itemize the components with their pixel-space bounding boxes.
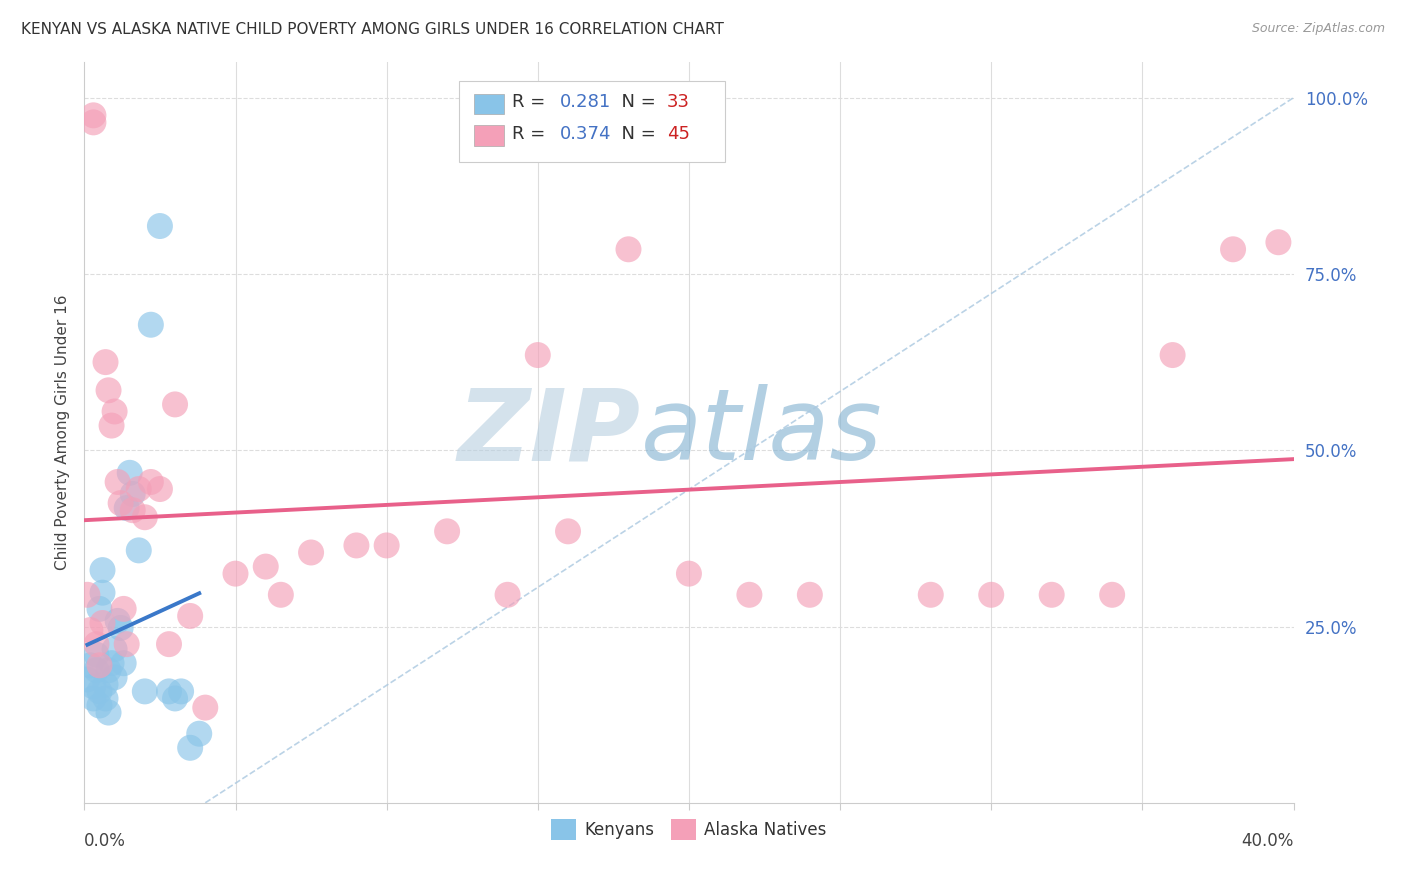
- Point: [557, 524, 579, 539]
- Point: [165, 691, 187, 706]
- FancyBboxPatch shape: [474, 94, 503, 114]
- Point: [738, 588, 761, 602]
- Point: [270, 588, 292, 602]
- Point: [112, 656, 135, 670]
- Point: [121, 503, 143, 517]
- Point: [617, 242, 640, 256]
- Point: [97, 384, 120, 398]
- Point: [104, 404, 127, 418]
- FancyBboxPatch shape: [474, 126, 503, 146]
- Point: [100, 656, 122, 670]
- Point: [134, 510, 156, 524]
- Point: [1161, 348, 1184, 362]
- Point: [188, 727, 211, 741]
- Text: N =: N =: [610, 93, 662, 111]
- Point: [91, 585, 114, 599]
- Point: [149, 219, 172, 233]
- Point: [170, 684, 193, 698]
- Point: [149, 482, 172, 496]
- Point: [194, 700, 217, 714]
- Text: R =: R =: [512, 125, 551, 144]
- Point: [94, 677, 117, 691]
- Point: [128, 482, 150, 496]
- Point: [79, 623, 101, 637]
- Point: [496, 588, 519, 602]
- Point: [980, 588, 1002, 602]
- Point: [128, 543, 150, 558]
- Point: [89, 602, 111, 616]
- Point: [179, 740, 201, 755]
- Point: [165, 397, 187, 411]
- Point: [346, 538, 368, 552]
- Point: [76, 588, 98, 602]
- Point: [89, 658, 111, 673]
- Point: [134, 684, 156, 698]
- Text: ZIP: ZIP: [457, 384, 641, 481]
- Point: [225, 566, 247, 581]
- FancyBboxPatch shape: [460, 81, 725, 162]
- Point: [157, 637, 180, 651]
- Point: [527, 348, 550, 362]
- Point: [82, 108, 104, 122]
- Point: [799, 588, 821, 602]
- Text: atlas: atlas: [641, 384, 882, 481]
- Point: [179, 609, 201, 624]
- Point: [678, 566, 700, 581]
- Point: [254, 559, 277, 574]
- Point: [89, 684, 111, 698]
- Point: [107, 475, 129, 489]
- Point: [112, 602, 135, 616]
- Point: [157, 684, 180, 698]
- Point: [110, 496, 132, 510]
- Point: [920, 588, 942, 602]
- Point: [94, 691, 117, 706]
- Point: [121, 487, 143, 501]
- Point: [107, 614, 129, 628]
- Point: [436, 524, 458, 539]
- Point: [79, 658, 101, 673]
- Text: 40.0%: 40.0%: [1241, 832, 1294, 850]
- Point: [139, 475, 162, 489]
- Point: [1222, 242, 1244, 256]
- Legend: Kenyans, Alaska Natives: Kenyans, Alaska Natives: [544, 813, 834, 847]
- Point: [86, 637, 108, 651]
- Text: R =: R =: [512, 93, 551, 111]
- Point: [91, 563, 114, 577]
- Text: 33: 33: [668, 93, 690, 111]
- Point: [299, 545, 322, 559]
- Point: [82, 680, 104, 694]
- Point: [86, 648, 108, 662]
- Point: [1040, 588, 1063, 602]
- Text: 0.0%: 0.0%: [84, 832, 127, 850]
- Point: [118, 466, 141, 480]
- Y-axis label: Child Poverty Among Girls Under 16: Child Poverty Among Girls Under 16: [55, 295, 70, 570]
- Point: [139, 318, 162, 332]
- Point: [97, 663, 120, 677]
- Text: Source: ZipAtlas.com: Source: ZipAtlas.com: [1251, 22, 1385, 36]
- Point: [104, 642, 127, 657]
- Point: [115, 501, 138, 516]
- Point: [82, 691, 104, 706]
- Point: [104, 670, 127, 684]
- Point: [110, 621, 132, 635]
- Point: [100, 418, 122, 433]
- Text: 0.374: 0.374: [560, 125, 612, 144]
- Text: 0.281: 0.281: [560, 93, 610, 111]
- Point: [91, 615, 114, 630]
- Point: [375, 538, 398, 552]
- Text: N =: N =: [610, 125, 662, 144]
- Point: [89, 698, 111, 713]
- Point: [97, 706, 120, 720]
- Point: [94, 355, 117, 369]
- Point: [1101, 588, 1123, 602]
- Text: KENYAN VS ALASKA NATIVE CHILD POVERTY AMONG GIRLS UNDER 16 CORRELATION CHART: KENYAN VS ALASKA NATIVE CHILD POVERTY AM…: [21, 22, 724, 37]
- Point: [76, 673, 98, 687]
- Point: [82, 115, 104, 129]
- Point: [115, 637, 138, 651]
- Point: [86, 663, 108, 677]
- Point: [1267, 235, 1289, 250]
- Text: 45: 45: [668, 125, 690, 144]
